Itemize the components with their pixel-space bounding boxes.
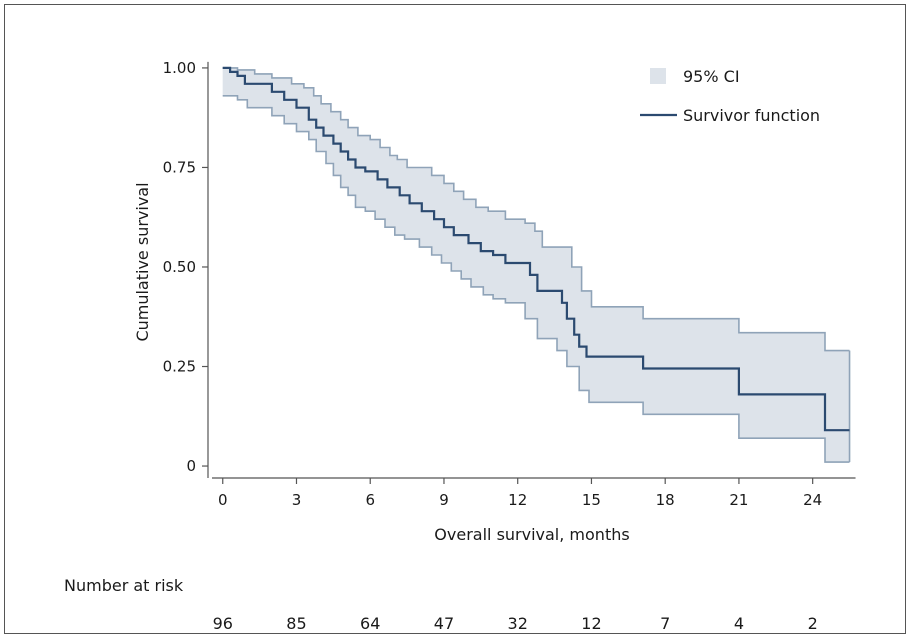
risk-table-title: Number at risk [64, 576, 184, 595]
x-tick-label: 0 [218, 491, 228, 509]
y-axis-label: Cumulative survival [133, 182, 152, 341]
legend-survivor-label: Survivor function [683, 106, 820, 125]
x-tick-label: 24 [803, 491, 822, 509]
ci-band-fill [222, 67, 850, 463]
risk-table: Number at risk 96 85 64 47 32 12 7 4 2 [64, 576, 818, 633]
ci-lower-line [222, 95, 850, 463]
y-tick-label: 0.25 [163, 358, 196, 376]
x-tick-label: 12 [508, 491, 527, 509]
figure-frame [4, 4, 906, 634]
risk-count: 47 [434, 614, 454, 633]
x-tick-label: 15 [582, 491, 601, 509]
x-tick-label: 9 [439, 491, 449, 509]
risk-count: 7 [660, 614, 670, 633]
axes-layer: 0 0.25 0.50 0.75 1.00 0 3 6 9 12 15 18 21 24 Overall s… [133, 59, 856, 544]
y-tick-label: 0.75 [163, 158, 196, 176]
legend-ci-swatch [650, 68, 666, 84]
risk-count: 96 [213, 614, 233, 633]
risk-count: 64 [360, 614, 380, 633]
legend: 95% CI Survivor function [640, 67, 820, 125]
x-tick-label: 3 [292, 491, 302, 509]
ci-upper-line [222, 67, 850, 352]
ci-band-layer [222, 67, 851, 463]
x-axis-label: Overall survival, months [434, 525, 629, 544]
risk-count: 4 [734, 614, 744, 633]
y-tick-label: 0 [186, 457, 196, 475]
y-tick-label: 1.00 [163, 59, 196, 77]
survivor-function-line [222, 66, 850, 432]
legend-ci-label: 95% CI [683, 67, 740, 86]
risk-count: 32 [508, 614, 528, 633]
risk-count: 2 [808, 614, 818, 633]
survival-line-layer [222, 66, 850, 432]
x-tick-label: 21 [729, 491, 748, 509]
x-tick-label: 6 [365, 491, 375, 509]
risk-count: 12 [581, 614, 601, 633]
x-tick-label: 18 [656, 491, 675, 509]
y-tick-label: 0.50 [163, 258, 196, 276]
risk-count: 85 [286, 614, 306, 633]
